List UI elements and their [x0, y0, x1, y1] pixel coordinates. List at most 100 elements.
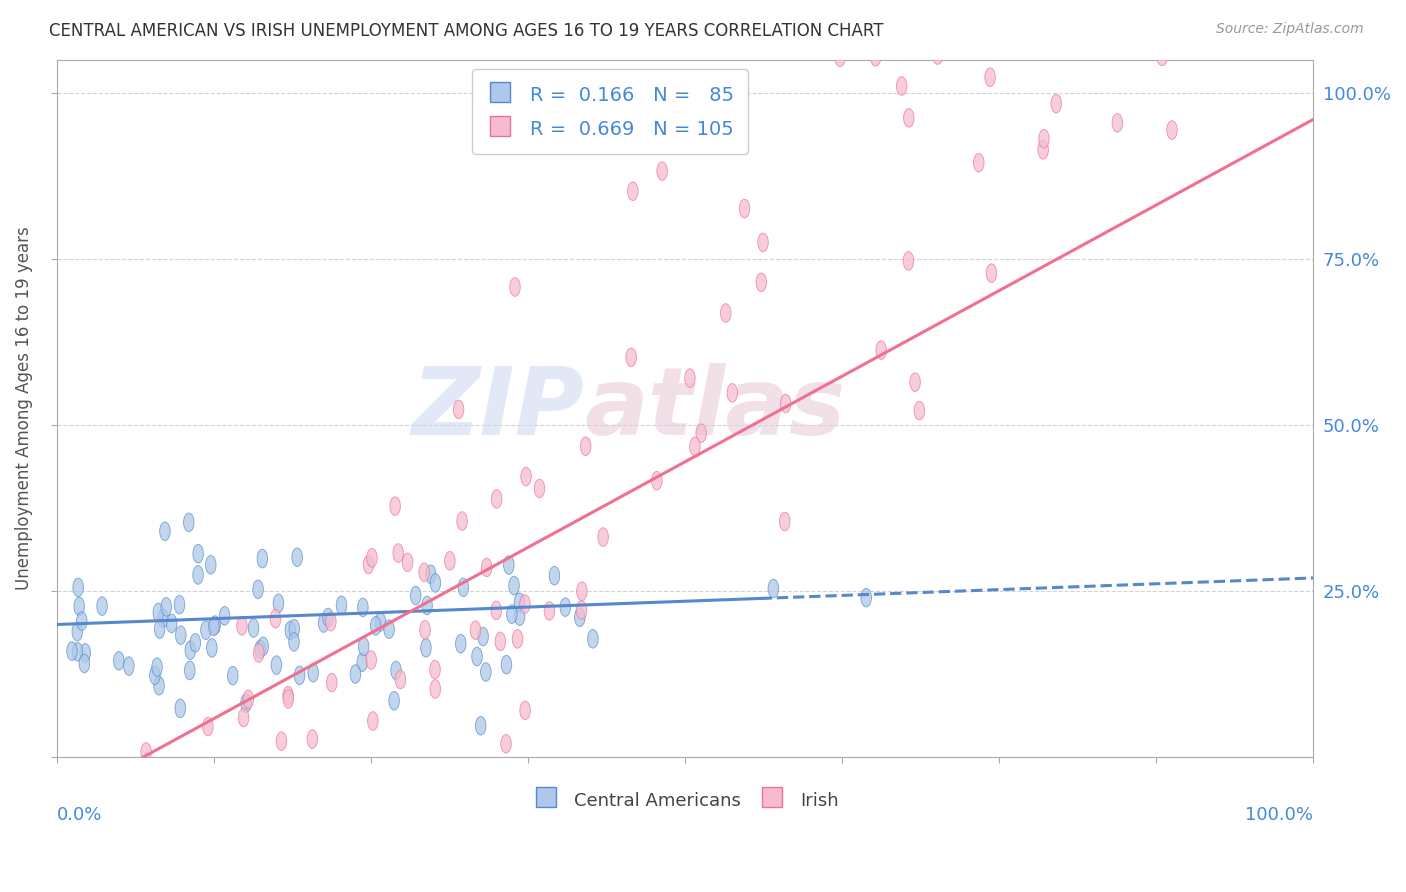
Ellipse shape [1039, 129, 1049, 148]
Ellipse shape [249, 619, 259, 637]
Ellipse shape [598, 528, 609, 547]
Text: ZIP: ZIP [412, 362, 585, 455]
Ellipse shape [114, 651, 124, 670]
Ellipse shape [503, 556, 515, 574]
Ellipse shape [903, 252, 914, 270]
Ellipse shape [1038, 140, 1049, 159]
Ellipse shape [419, 563, 429, 582]
Ellipse shape [576, 600, 586, 619]
Ellipse shape [402, 553, 413, 572]
Ellipse shape [780, 394, 792, 413]
Ellipse shape [501, 734, 512, 753]
Ellipse shape [779, 512, 790, 531]
Ellipse shape [481, 558, 492, 577]
Ellipse shape [73, 578, 83, 597]
Ellipse shape [318, 797, 329, 814]
Ellipse shape [430, 574, 440, 592]
Ellipse shape [72, 642, 83, 661]
Ellipse shape [392, 544, 404, 562]
Ellipse shape [453, 401, 464, 418]
Ellipse shape [236, 616, 247, 635]
Ellipse shape [141, 743, 152, 761]
Ellipse shape [124, 657, 134, 675]
Ellipse shape [756, 273, 766, 292]
Ellipse shape [391, 661, 401, 680]
Ellipse shape [359, 637, 368, 656]
Ellipse shape [395, 670, 406, 689]
Ellipse shape [1112, 113, 1122, 132]
Ellipse shape [860, 589, 872, 607]
Ellipse shape [283, 690, 294, 708]
Ellipse shape [370, 616, 381, 635]
Ellipse shape [283, 686, 294, 705]
Ellipse shape [520, 467, 531, 486]
Ellipse shape [897, 77, 907, 95]
Ellipse shape [384, 788, 395, 806]
Ellipse shape [366, 650, 377, 669]
Ellipse shape [696, 424, 706, 442]
Ellipse shape [727, 384, 738, 402]
Ellipse shape [581, 437, 591, 456]
Ellipse shape [288, 632, 299, 651]
Ellipse shape [208, 617, 219, 636]
Ellipse shape [910, 373, 921, 392]
Ellipse shape [150, 821, 160, 839]
Ellipse shape [651, 471, 662, 490]
Ellipse shape [186, 640, 195, 659]
Ellipse shape [876, 341, 886, 359]
Ellipse shape [80, 644, 90, 662]
Ellipse shape [155, 620, 165, 639]
Ellipse shape [193, 544, 204, 563]
Ellipse shape [510, 277, 520, 296]
Ellipse shape [318, 614, 329, 632]
Ellipse shape [444, 551, 456, 570]
Ellipse shape [560, 598, 571, 616]
Ellipse shape [512, 630, 523, 648]
Ellipse shape [153, 603, 163, 622]
Ellipse shape [426, 565, 436, 583]
Ellipse shape [420, 621, 430, 639]
Ellipse shape [575, 608, 585, 626]
Ellipse shape [207, 639, 217, 657]
Ellipse shape [174, 887, 186, 892]
Ellipse shape [720, 303, 731, 322]
Ellipse shape [157, 609, 169, 628]
Ellipse shape [79, 654, 90, 673]
Ellipse shape [125, 815, 135, 834]
Ellipse shape [515, 593, 524, 612]
Ellipse shape [160, 522, 170, 541]
Ellipse shape [326, 613, 336, 631]
Ellipse shape [336, 596, 347, 615]
Ellipse shape [491, 490, 502, 508]
Ellipse shape [367, 549, 377, 567]
Ellipse shape [156, 814, 167, 832]
Text: 0.0%: 0.0% [58, 806, 103, 824]
Ellipse shape [253, 644, 264, 663]
Ellipse shape [174, 699, 186, 718]
Ellipse shape [534, 479, 544, 498]
Ellipse shape [254, 640, 266, 658]
Ellipse shape [72, 841, 82, 860]
Ellipse shape [478, 627, 488, 646]
Ellipse shape [520, 701, 530, 720]
Ellipse shape [626, 348, 637, 367]
Ellipse shape [430, 660, 440, 679]
Ellipse shape [271, 656, 281, 674]
Text: Source: ZipAtlas.com: Source: ZipAtlas.com [1216, 22, 1364, 37]
Ellipse shape [758, 233, 768, 252]
Ellipse shape [285, 621, 295, 640]
Ellipse shape [914, 401, 925, 420]
Ellipse shape [363, 555, 374, 574]
Ellipse shape [501, 656, 512, 674]
Ellipse shape [153, 849, 163, 868]
Ellipse shape [205, 556, 217, 574]
Ellipse shape [472, 648, 482, 665]
Ellipse shape [411, 586, 420, 605]
Ellipse shape [357, 598, 368, 616]
Ellipse shape [515, 607, 524, 625]
Ellipse shape [152, 657, 162, 676]
Ellipse shape [152, 824, 162, 843]
Legend: Central Americans, Irish: Central Americans, Irish [524, 781, 846, 818]
Ellipse shape [184, 661, 195, 680]
Ellipse shape [420, 639, 432, 657]
